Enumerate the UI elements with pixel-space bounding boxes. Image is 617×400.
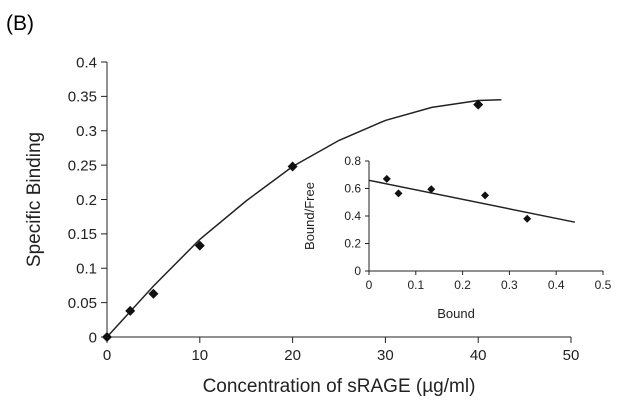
main-x-axis-title: Concentration of sRAGE (µg/ml) [203,376,476,397]
main-y-tick-label: 0 [89,329,97,346]
main-y-tick-label: 0.35 [68,89,97,106]
main-data-point [148,288,159,299]
main-y-tick-label: 0.3 [76,123,97,140]
main-y-tick-label: 0.15 [68,226,97,243]
inset-y-tick-label: 0.4 [344,209,361,223]
main-y-tick-label: 0.05 [68,295,97,312]
main-y-tick-label: 0.4 [76,54,97,71]
inset-y-tick-label: 0.8 [344,154,361,168]
inset-x-tick-label: 0 [366,278,373,292]
inset-x-axis-title: Bound [437,306,475,321]
main-x-tick-label: 10 [191,347,208,364]
inset-data-point [523,214,532,223]
inset-chart: 0 0.2 0.4 0.6 0.8 0 0.1 0.2 0.3 0.4 0.5 Bound Bound/… [302,154,612,321]
main-x-tick-label: 0 [103,347,111,364]
main-data-point [125,305,136,316]
inset-x-tick-label: 0.4 [548,278,565,292]
main-data-point [473,99,484,110]
inset-x-tick-label: 0.2 [454,278,471,292]
panel-label: (B) [6,12,34,35]
inset-y-tick-label: 0.2 [344,237,361,251]
inset-x-tick-label: 0.3 [501,278,518,292]
main-x-tick-label: 20 [284,347,301,364]
main-chart: 0 0.05 0.1 0.15 0.2 0.25 0.3 0.35 0.4 0 10 20 30 40 50… [24,54,579,397]
main-y-tick-label: 0.1 [76,261,97,278]
inset-y-tick-label: 0.6 [344,182,361,196]
main-data-point [194,240,205,251]
main-data-point [287,161,298,172]
inset-data-point [382,174,391,183]
main-y-tick-label: 0.2 [76,192,97,209]
main-x-tick-label: 30 [377,347,394,364]
inset-y-axis-title: Bound/Free [302,182,317,250]
inset-data-point [427,185,436,194]
main-x-tick-label: 40 [470,347,487,364]
main-x-tick-label: 50 [563,347,580,364]
inset-data-point [481,191,490,200]
main-fit-line [106,99,502,338]
inset-x-tick-label: 0.5 [595,278,612,292]
main-y-axis-title: Specific Binding [24,132,45,267]
inset-fit-line [368,179,576,223]
inset-data-point [394,189,403,198]
main-data-point [102,332,112,342]
main-y-tick-label: 0.25 [68,157,97,174]
inset-x-tick-label: 0.1 [407,278,424,292]
inset-y-tick-label: 0 [354,264,361,278]
